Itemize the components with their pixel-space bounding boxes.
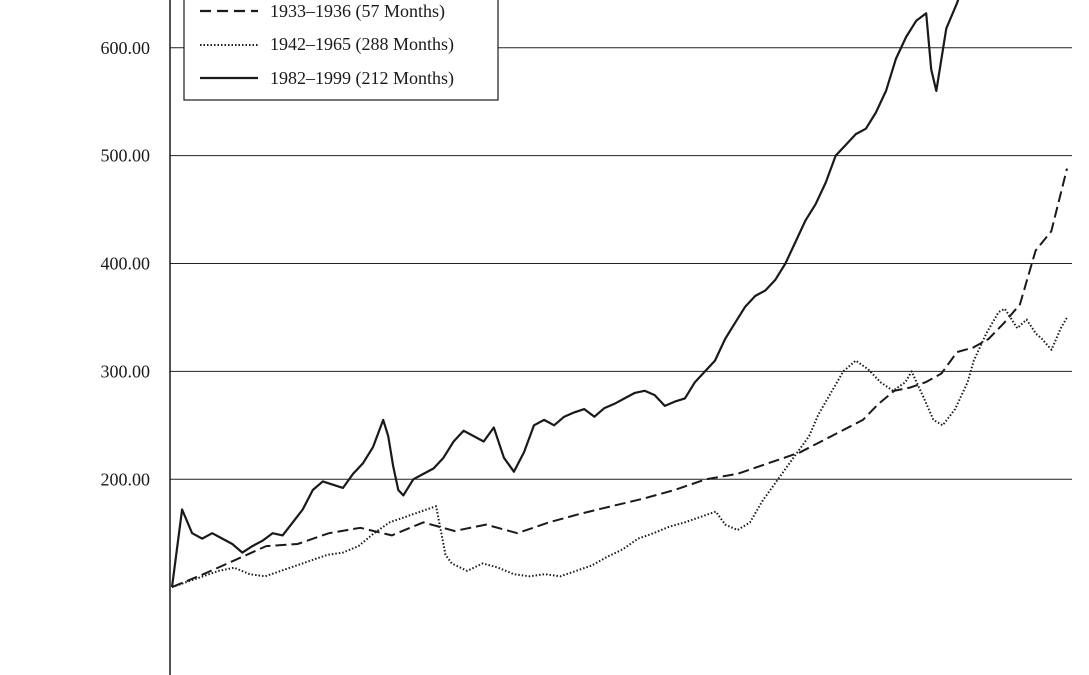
series-line-solid [170,0,960,588]
y-tick-label: 500.00 [101,146,151,166]
y-tick-label: 600.00 [101,38,151,58]
legend-label-1982: 1982–1999 (212 Months) [270,68,454,89]
legend-box [183,0,499,101]
y-tick-label: 300.00 [101,361,151,381]
series-line-dotted [171,307,1068,589]
legend: 1933–1936 (57 Months) 1942–1965 (288 Mon… [183,0,499,101]
y-tick-label: 200.00 [101,469,151,489]
series-lines [170,0,1068,589]
y-tick-label: 400.00 [101,254,151,274]
legend-label-1933: 1933–1936 (57 Months) [270,1,445,22]
series-line-dashed [171,168,1068,589]
legend-label-1942: 1942–1965 (288 Months) [270,34,454,55]
